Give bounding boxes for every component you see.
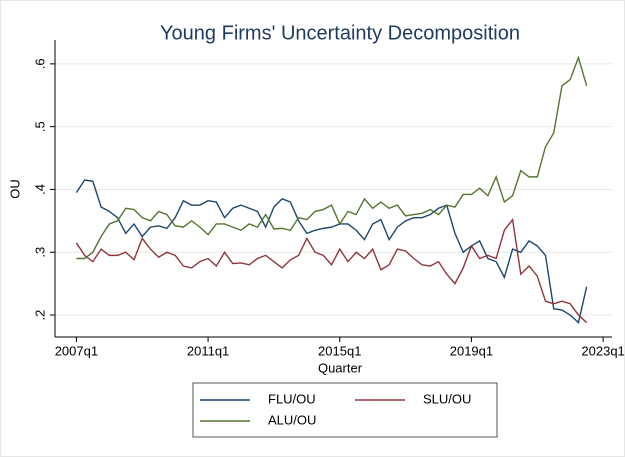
line-series xyxy=(75,217,588,324)
x-tick-label: 2011q1 xyxy=(187,343,229,358)
x-tick-label: 2019q1 xyxy=(450,343,493,358)
legend-label: FLU/OU xyxy=(268,391,316,406)
line-series xyxy=(76,55,588,260)
y-tick-label: .3 xyxy=(32,247,47,258)
y-tick-label: .6 xyxy=(32,58,47,69)
y-tick-label: .4 xyxy=(32,184,47,195)
y-tick-label: .2 xyxy=(32,310,47,321)
legend-box xyxy=(192,382,498,438)
x-tick-label: 2015q1 xyxy=(318,343,361,358)
line-series xyxy=(75,179,588,324)
y-tick-label: .5 xyxy=(32,121,47,132)
x-tick-label: 2007q1 xyxy=(55,343,98,358)
x-tick-label: 2023q1 xyxy=(581,343,624,358)
legend-label: SLU/OU xyxy=(423,391,471,406)
y-axis-label: OU xyxy=(7,179,22,199)
x-axis-label: Quarter xyxy=(318,360,363,375)
chart-title: Young Firms' Uncertainty Decomposition xyxy=(160,22,520,44)
legend-label: ALU/OU xyxy=(268,412,316,427)
